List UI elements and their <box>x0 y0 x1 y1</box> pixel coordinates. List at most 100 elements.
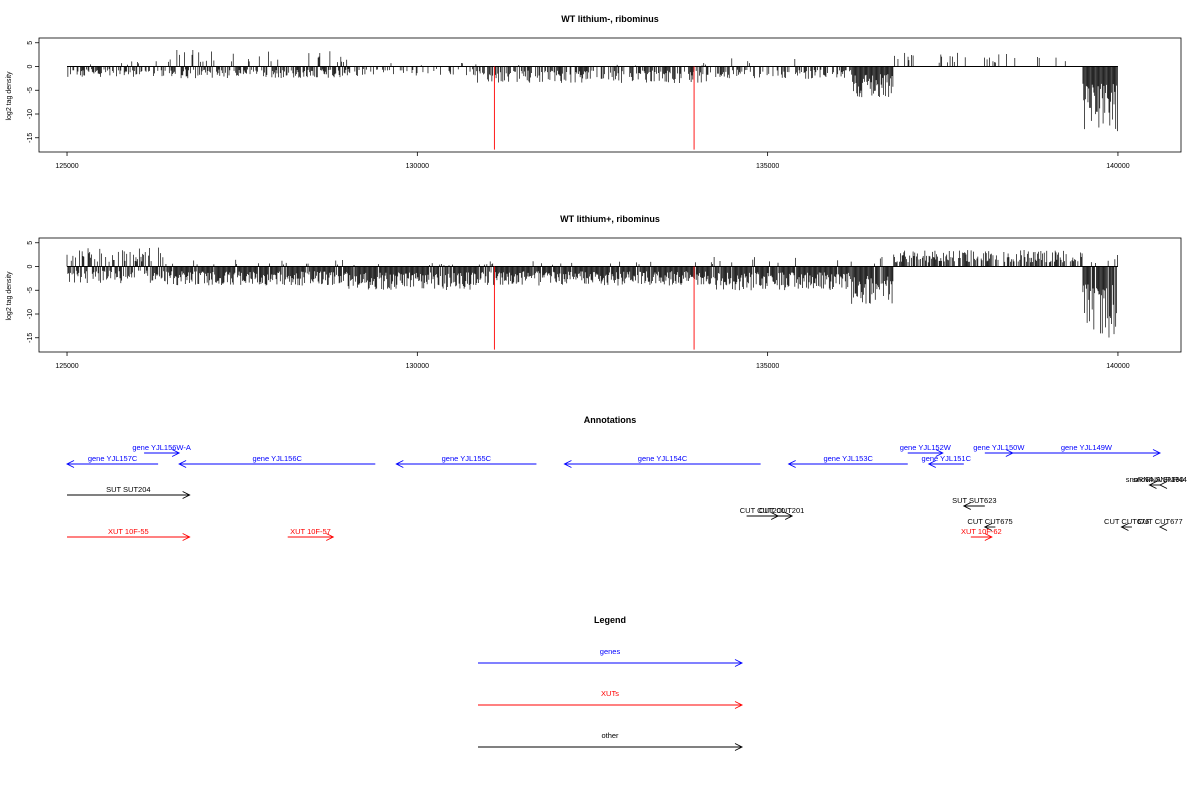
plot-frame-lithium-plus <box>38 237 1182 353</box>
arrow-right-icon <box>935 449 944 457</box>
panel-title-lithium-plus: WT lithium+, ribominus <box>560 214 660 224</box>
arrow-right-icon <box>984 533 993 541</box>
y-tick-label: -10 <box>27 309 34 319</box>
legend-label: XUTs <box>601 689 619 698</box>
arrow-right-icon <box>734 701 744 709</box>
annotation-feature: XUT 10F-62 <box>961 527 1002 541</box>
annotation-label: gene YJL157C <box>88 454 138 463</box>
annotation-feature: gene YJL150W <box>973 443 1025 457</box>
annotation-label: CUT CUT200 <box>740 506 785 515</box>
y-axis-label-lithium-minus: log2 tag density <box>6 71 13 121</box>
x-tick-label: 130000 <box>406 163 429 170</box>
arrow-left-icon <box>962 502 972 510</box>
annotation-feature: gene YJL153C <box>787 454 908 468</box>
arrow-left-icon <box>983 523 993 531</box>
arrow-left-icon <box>66 460 75 468</box>
annotation-feature: gene YJL149W <box>1012 443 1162 457</box>
annotation-feature: XUT 10F-57 <box>287 527 335 541</box>
x-tick-label: 140000 <box>1106 163 1129 170</box>
annotation-feature: gene YJL156W-A <box>132 443 191 457</box>
arrow-right-icon <box>1152 449 1162 457</box>
annotation-feature: gene YJL155C <box>395 454 537 468</box>
y-tick-label: -15 <box>27 333 34 343</box>
annotations-title: Annotations <box>584 415 637 425</box>
annotation-label: gene YJL156C <box>252 454 302 463</box>
arrow-left-icon <box>787 460 796 468</box>
legend-label: other <box>601 731 619 740</box>
legend-item: other <box>478 731 744 751</box>
panel-title-lithium-minus: WT lithium-, ribominus <box>561 14 659 24</box>
y-tick-label: 0 <box>27 264 34 268</box>
arrow-left-icon <box>395 460 404 468</box>
annotation-feature: gene YJL154C <box>563 454 761 468</box>
y-tick-label: 0 <box>27 64 34 68</box>
density-bars <box>66 247 1118 338</box>
arrow-right-icon <box>734 659 744 667</box>
annotation-label: CUT CUT201 <box>759 506 804 515</box>
arrow-right-icon <box>182 533 191 541</box>
y-tick-label: 5 <box>27 41 34 45</box>
x-tick-label: 135000 <box>756 363 779 370</box>
annotation-feature: snoRNA SNR44 <box>1133 475 1187 489</box>
arrow-right-icon <box>784 512 794 520</box>
annotation-label: CUT CUT676 <box>1104 517 1149 526</box>
annotation-label: XUT 10F-57 <box>290 527 331 536</box>
annotation-track: Annotations gene YJL157C gene YJL156W-A ge… <box>66 415 1187 541</box>
annotation-feature: SUT SUT204 <box>67 485 191 499</box>
annotation-label: snoRNA SNR190 <box>1126 475 1184 484</box>
legend-label: genes <box>600 647 621 656</box>
annotation-feature: CUT CUT677 <box>1137 517 1183 531</box>
plot-frame-lithium-minus <box>38 37 1182 153</box>
annotation-label: SUT SUT204 <box>106 485 150 494</box>
y-tick-label: -15 <box>27 133 34 143</box>
annotation-label: gene YJL152W <box>900 443 952 452</box>
arrow-left-icon <box>1148 481 1157 489</box>
annotation-feature: CUT CUT675 <box>967 517 1013 531</box>
legend: Legend genes XUTs other <box>478 615 744 751</box>
arrow-left-icon <box>1158 481 1168 489</box>
arrow-right-icon <box>182 491 191 499</box>
annotation-label: gene YJL150W <box>973 443 1025 452</box>
arrow-left-icon <box>563 460 572 468</box>
annotation-label: XUT 10F-55 <box>108 527 149 536</box>
y-axis-label-lithium-plus: log2 tag density <box>6 271 13 321</box>
annotation-feature: gene YJL151C <box>922 454 972 468</box>
arrow-left-icon <box>178 460 187 468</box>
annotation-label: CUT CUT677 <box>1137 517 1182 526</box>
x-tick-label: 125000 <box>55 363 78 370</box>
y-tick-label: 5 <box>27 241 34 245</box>
annotation-label: gene YJL149W <box>1061 443 1113 452</box>
annotation-label: SUT SUT623 <box>952 496 996 505</box>
y-tick-label: -10 <box>27 109 34 119</box>
annotation-label: XUT 10F-62 <box>961 527 1002 536</box>
arrow-right-icon <box>171 449 181 457</box>
annotation-feature: CUT CUT676 <box>1104 517 1149 531</box>
legend-item: genes <box>478 647 744 667</box>
x-tick-label: 130000 <box>406 363 429 370</box>
legend-item: XUTs <box>478 689 744 709</box>
y-tick-label: -5 <box>27 287 34 293</box>
annotation-label: gene YJL155C <box>442 454 492 463</box>
annotation-feature: gene YJL152W <box>900 443 952 457</box>
track-panel-lithium-minus: WT lithium-, ribominus log2 tag density … <box>6 14 1182 170</box>
annotation-feature: XUT 10F-55 <box>67 527 191 541</box>
y-tick-label: -5 <box>27 87 34 93</box>
arrow-right-icon <box>734 743 744 751</box>
annotation-label: snoRNA SNR44 <box>1133 475 1187 484</box>
annotation-label: CUT CUT675 <box>967 517 1012 526</box>
track-panel-lithium-plus: WT lithium+, ribominus log2 tag density … <box>6 214 1182 370</box>
annotation-label: gene YJL151C <box>922 454 972 463</box>
arrow-right-icon <box>326 533 335 541</box>
x-tick-label: 140000 <box>1106 363 1129 370</box>
annotation-label: gene YJL154C <box>638 454 688 463</box>
x-tick-label: 125000 <box>55 163 78 170</box>
arrow-left-icon <box>1120 523 1129 531</box>
annotation-feature: CUT CUT201 <box>759 506 804 520</box>
annotation-label: gene YJL153C <box>823 454 873 463</box>
x-tick-label: 135000 <box>756 163 779 170</box>
annotation-feature: SUT SUT623 <box>952 496 997 510</box>
annotation-label: gene YJL156W-A <box>132 443 191 452</box>
annotation-feature: snoRNA SNR190 <box>1126 475 1184 489</box>
legend-title: Legend <box>594 615 626 625</box>
